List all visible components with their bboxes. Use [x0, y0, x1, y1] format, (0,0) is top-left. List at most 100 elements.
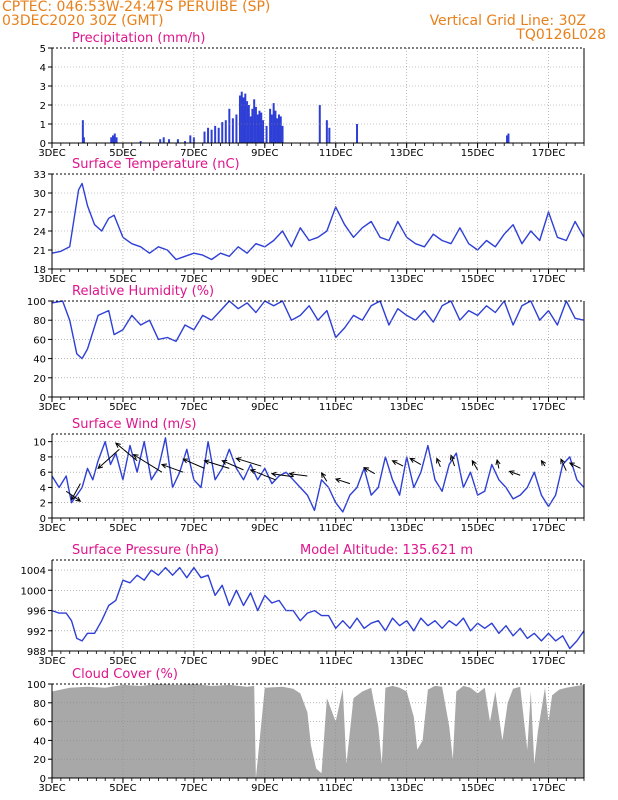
x-tick-label: 17DEC: [532, 148, 566, 159]
x-tick-label: 7DEC: [180, 274, 207, 285]
precip-bar: [260, 112, 263, 143]
x-tick-label: 9DEC: [251, 783, 278, 794]
x-tick-label: 17DEC: [532, 402, 566, 413]
panel-humidity: 0 20 40 60 80 100 3DEC 5DEC 7DEC 9DEC 11DEC 13DEC 15…: [27, 284, 585, 413]
x-tick-label: 3DEC: [38, 656, 65, 667]
x-tick-label: 5DEC: [109, 523, 136, 534]
panel-precipitation: 0 1 2 3 4 5 3DEC 5DEC 7DEC 9DEC 11DEC 13DEC 15DEC 17D…: [38, 31, 585, 159]
precip-bar: [221, 122, 224, 143]
precip-bar: [139, 141, 142, 143]
y-tick-label: 10: [33, 438, 46, 449]
x-tick-label: 9DEC: [251, 523, 278, 534]
precip-bar: [235, 114, 238, 143]
precip-bar: [270, 114, 273, 143]
panel-title: Surface Wind (m/s): [72, 417, 196, 432]
y-tick-label: 21: [33, 246, 46, 257]
wind-arrow: [249, 469, 276, 481]
wind-arrow: [270, 471, 294, 478]
panel-title: Cloud Cover (%): [72, 667, 178, 682]
precip-bar: [192, 137, 195, 143]
wind-arrow: [568, 462, 581, 469]
y-tick-label: 988: [27, 647, 46, 658]
precip-bar: [207, 127, 210, 143]
wind-arrow: [363, 467, 375, 475]
model-code: TQ0126L028: [516, 27, 606, 43]
precip-bar: [325, 120, 328, 143]
wind-line: [51, 437, 585, 513]
y-tick-label: 18: [33, 265, 46, 276]
panel-title: Relative Humidity (%): [72, 284, 214, 299]
frame: [51, 174, 585, 270]
x-tick-label: 3DEC: [38, 523, 65, 534]
humidity-line: [51, 300, 585, 360]
precip-bar: [281, 125, 284, 143]
wind-arrow: [560, 458, 567, 471]
x-tick-label: 15DEC: [461, 783, 495, 794]
precip-bar: [228, 108, 231, 143]
pressure-line: [51, 566, 585, 650]
x-tick-label: 9DEC: [251, 148, 278, 159]
y-tick-label: 60: [33, 335, 46, 346]
precip-bar: [242, 97, 245, 143]
precip-bar: [217, 127, 220, 143]
y-tick-label: 24: [33, 227, 46, 238]
x-tick-label: 11DEC: [319, 523, 353, 534]
x-tick-label: 5DEC: [109, 656, 136, 667]
precip-bar: [356, 124, 359, 143]
x-tick-label: 13DEC: [390, 274, 424, 285]
x-tick-label: 15DEC: [461, 148, 495, 159]
x-tick-label: 13DEC: [390, 656, 424, 667]
panel-wind: 0 2 4 6 8 10 3DEC 5DEC 7DEC 9DEC 11DEC 13DEC 15DEC 17…: [33, 417, 585, 534]
precip-bar: [253, 99, 256, 143]
precip-bar: [224, 120, 227, 143]
x-tick-label: 3DEC: [38, 402, 65, 413]
precip-bar: [238, 95, 241, 143]
y-tick-label: 2: [40, 101, 46, 112]
precip-bar: [184, 141, 186, 143]
x-tick-label: 11DEC: [319, 656, 353, 667]
precip-bar: [162, 137, 165, 143]
y-tick-label: 60: [33, 718, 46, 729]
header-line-2: 03DEC2020 30Z (GMT): [2, 13, 164, 29]
precip-bar: [256, 114, 259, 143]
panel-title: Surface Pressure (hPa): [72, 543, 219, 558]
precip-bar: [279, 116, 282, 143]
precip-bar: [210, 129, 213, 143]
wind-arrow: [495, 458, 501, 469]
x-tick-label: 7DEC: [180, 783, 207, 794]
wind-arrow: [182, 458, 205, 469]
precip-bar: [168, 139, 171, 143]
precip-bar: [274, 110, 277, 143]
precip-bar: [159, 139, 162, 143]
wind-arrow: [114, 442, 138, 462]
x-tick-label: 9DEC: [251, 656, 278, 667]
wind-arrow: [235, 457, 262, 467]
precip-bar: [240, 91, 243, 143]
x-tick-label: 5DEC: [109, 402, 136, 413]
y-tick-label: 40: [33, 736, 46, 747]
y-tick-label: 1: [40, 120, 46, 131]
precip-bar: [247, 105, 250, 143]
y-tick-label: 20: [33, 755, 46, 766]
wind-arrow: [320, 471, 328, 482]
x-tick-label: 5DEC: [109, 783, 136, 794]
y-tick-label: 2: [40, 499, 46, 510]
x-tick-label: 11DEC: [319, 274, 353, 285]
y-tick-label: 20: [33, 374, 46, 385]
panel-title: Surface Temperature (nC): [72, 157, 240, 172]
x-tick-label: 13DEC: [390, 402, 424, 413]
panel-cloud-cover: 0 20 40 60 80 100 3DEC 5DEC 7DEC 9DEC 11DEC 13DEC 15…: [27, 667, 585, 794]
wind-arrow: [540, 459, 546, 467]
header-line-1: CPTEC: 046:53W-24:47S PERUIBE (SP): [2, 0, 271, 15]
x-tick-label: 7DEC: [180, 148, 207, 159]
x-tick-label: 15DEC: [461, 523, 495, 534]
wind-arrow: [70, 483, 81, 501]
y-tick-label: 996: [27, 607, 46, 618]
x-tick-label: 17DEC: [532, 523, 566, 534]
x-tick-label: 13DEC: [390, 523, 424, 534]
x-tick-label: 3DEC: [38, 274, 65, 285]
y-tick-label: 5: [40, 44, 46, 55]
precip-bar: [269, 108, 272, 143]
x-tick-label: 13DEC: [390, 148, 424, 159]
